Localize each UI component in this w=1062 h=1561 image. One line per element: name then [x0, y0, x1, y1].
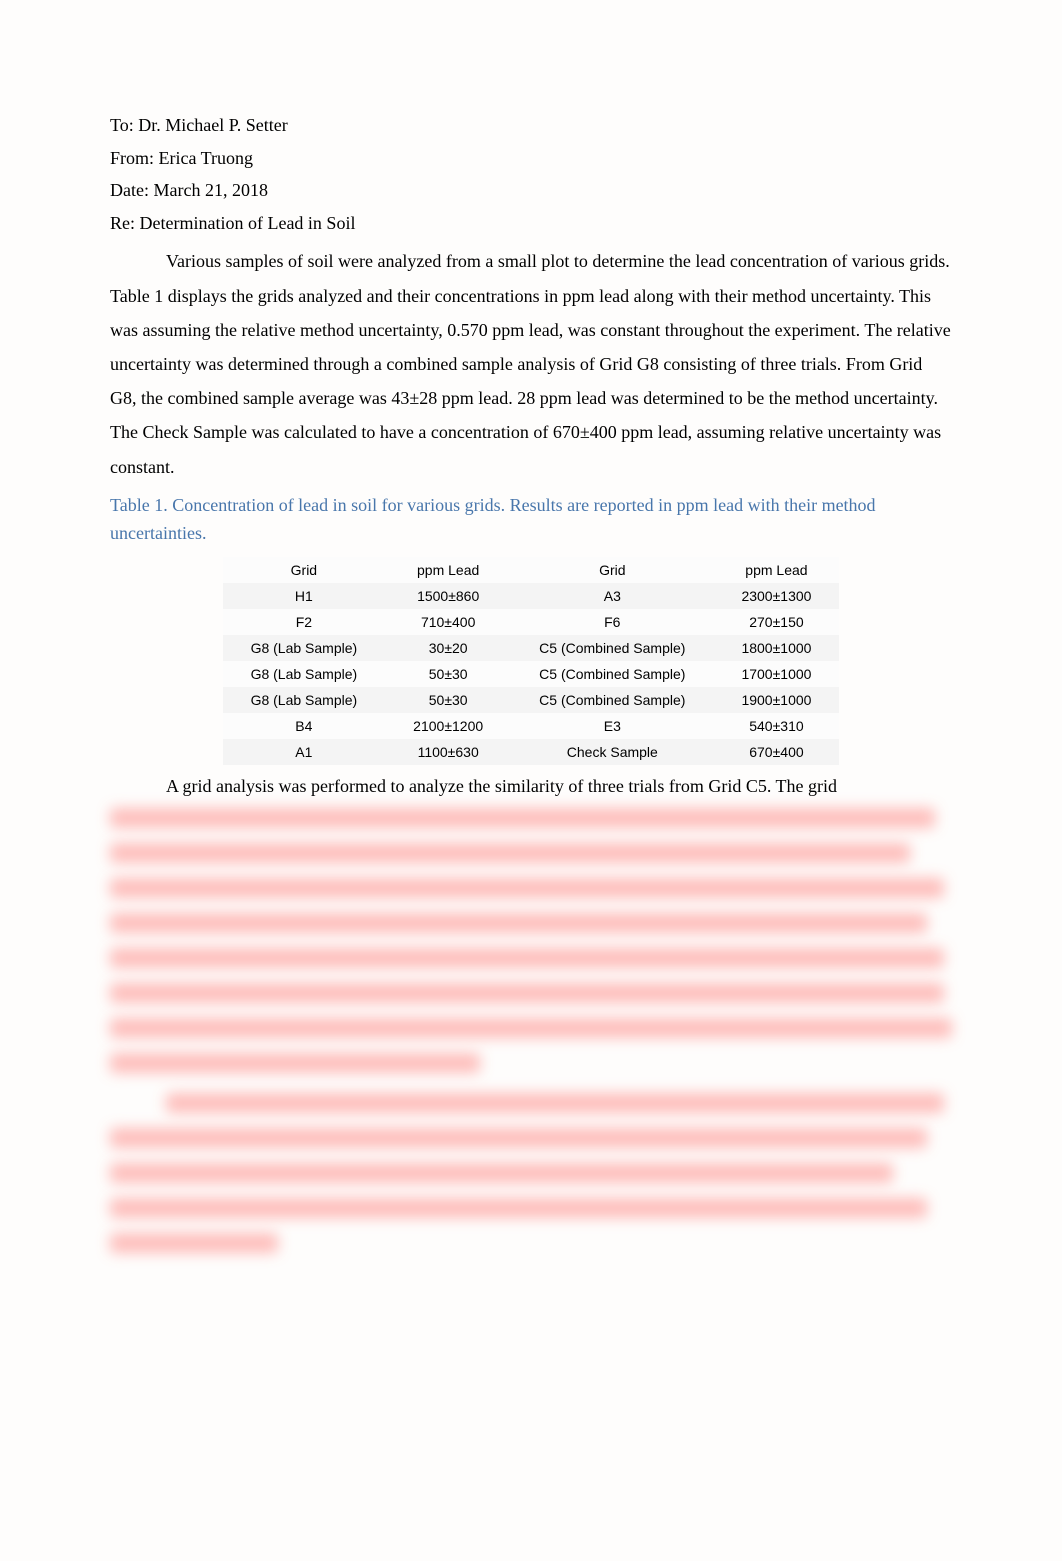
paragraph-grid-analysis: A grid analysis was performed to analyze… — [110, 769, 952, 803]
table-row: B42100±1200E3540±310 — [223, 713, 840, 739]
redacted-line — [110, 843, 910, 863]
table-cell: C5 (Combined Sample) — [511, 661, 713, 687]
table-cell: 30±20 — [385, 635, 511, 661]
table-row: F2710±400F6270±150 — [223, 609, 840, 635]
table-caption: Table 1. Concentration of lead in soil f… — [110, 492, 952, 548]
lead-concentration-table: Grid ppm Lead Grid ppm Lead H11500±860A3… — [223, 557, 840, 765]
col-ppm-1: ppm Lead — [385, 557, 511, 583]
paragraph-intro: Various samples of soil were analyzed fr… — [110, 244, 952, 483]
table-cell: C5 (Combined Sample) — [511, 635, 713, 661]
table-header-row: Grid ppm Lead Grid ppm Lead — [223, 557, 840, 583]
table-cell: 1700±1000 — [713, 661, 839, 687]
table-cell: F6 — [511, 609, 713, 635]
col-ppm-2: ppm Lead — [713, 557, 839, 583]
table-row: G8 (Lab Sample)30±20C5 (Combined Sample)… — [223, 635, 840, 661]
redacted-line — [110, 1053, 480, 1073]
table-cell: 270±150 — [713, 609, 839, 635]
redacted-paragraph-2 — [110, 1093, 952, 1253]
table-cell: F2 — [223, 609, 386, 635]
table-cell: 1900±1000 — [713, 687, 839, 713]
table-cell: 1500±860 — [385, 583, 511, 609]
redacted-line — [166, 1093, 944, 1113]
table-cell: E3 — [511, 713, 713, 739]
redacted-line — [110, 1233, 278, 1253]
table-row: G8 (Lab Sample)50±30C5 (Combined Sample)… — [223, 661, 840, 687]
table-cell: G8 (Lab Sample) — [223, 661, 386, 687]
table-cell: Check Sample — [511, 739, 713, 765]
table-cell: C5 (Combined Sample) — [511, 687, 713, 713]
memo-to: To: Dr. Michael P. Setter — [110, 110, 952, 141]
table-cell: 1100±630 — [385, 739, 511, 765]
table-cell: G8 (Lab Sample) — [223, 687, 386, 713]
table-row: H11500±860A32300±1300 — [223, 583, 840, 609]
table-cell: 540±310 — [713, 713, 839, 739]
table-cell: 670±400 — [713, 739, 839, 765]
memo-re: Re: Determination of Lead in Soil — [110, 208, 952, 239]
col-grid-1: Grid — [223, 557, 386, 583]
table-cell: 50±30 — [385, 661, 511, 687]
table-row: A11100±630Check Sample670±400 — [223, 739, 840, 765]
col-grid-2: Grid — [511, 557, 713, 583]
redacted-line — [110, 983, 944, 1003]
table-cell: G8 (Lab Sample) — [223, 635, 386, 661]
memo-date: Date: March 21, 2018 — [110, 175, 952, 206]
table-cell: 2300±1300 — [713, 583, 839, 609]
table-cell: 1800±1000 — [713, 635, 839, 661]
redacted-line — [110, 1163, 893, 1183]
redacted-paragraph-1 — [110, 808, 952, 1073]
redacted-line — [110, 878, 944, 898]
memo-from: From: Erica Truong — [110, 143, 952, 174]
redacted-line — [110, 1128, 927, 1148]
redacted-line — [110, 913, 927, 933]
table-cell: 2100±1200 — [385, 713, 511, 739]
table-cell: A1 — [223, 739, 386, 765]
redacted-line — [110, 1018, 952, 1038]
redacted-line — [110, 948, 944, 968]
table-cell: H1 — [223, 583, 386, 609]
table-row: G8 (Lab Sample)50±30C5 (Combined Sample)… — [223, 687, 840, 713]
table-cell: 710±400 — [385, 609, 511, 635]
redacted-line — [110, 808, 935, 828]
table-cell: B4 — [223, 713, 386, 739]
redacted-line — [110, 1198, 927, 1218]
table-cell: 50±30 — [385, 687, 511, 713]
table-cell: A3 — [511, 583, 713, 609]
